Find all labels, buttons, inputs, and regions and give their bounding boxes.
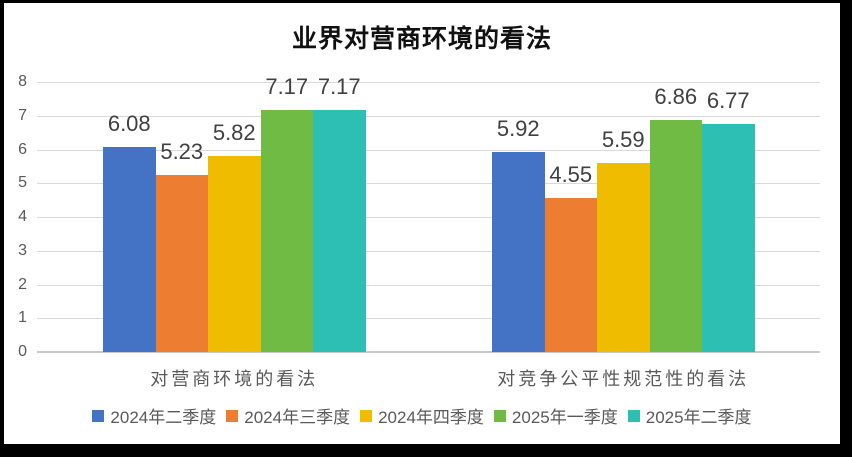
legend-label: 2024年三季度 xyxy=(244,408,351,427)
legend-label: 2025年二季度 xyxy=(645,408,752,427)
y-tick-label-4: 4 xyxy=(18,208,27,225)
chart-title: 业界对营商环境的看法 xyxy=(291,24,552,53)
y-tick-label-2: 2 xyxy=(18,275,27,293)
gridline-0 xyxy=(37,351,820,353)
legend-swatch-icon xyxy=(627,409,640,422)
legend-label: 2024年四季度 xyxy=(378,408,484,427)
gridline-4 xyxy=(37,217,820,218)
gridline-6 xyxy=(37,149,820,151)
gridline-3 xyxy=(37,250,820,252)
legend-swatch-icon xyxy=(493,409,506,422)
gridline-2 xyxy=(37,284,820,286)
bar-series4-cat1 xyxy=(702,123,755,352)
gridline-8 xyxy=(37,82,820,83)
legend-item-1: 2024年三季度 xyxy=(226,403,350,428)
y-tick-label-7: 7 xyxy=(18,106,27,124)
gridline-1 xyxy=(37,318,820,320)
y-tick-label-6: 6 xyxy=(18,140,27,158)
legend-swatch-icon xyxy=(92,409,105,422)
bar-series2-cat1 xyxy=(597,163,650,352)
y-tick-label-0: 0 xyxy=(18,343,27,360)
y-tick-label-5: 5 xyxy=(18,174,27,192)
legend-swatch-icon xyxy=(226,409,239,422)
bar-data-label: 5.23 xyxy=(160,139,204,165)
gridline-7 xyxy=(37,115,820,117)
bar-series4-cat0 xyxy=(313,110,366,352)
bar-series0-cat1 xyxy=(492,152,545,352)
chart-panel: 业界对营商环境的看法 0 1 2 3 4 5 6 7 8 6.08 5.92 5.23 4.55 5.82… xyxy=(4,3,840,444)
legend-item-0: 2024年二季度 xyxy=(92,403,216,428)
bar-data-label: 6.08 xyxy=(107,110,151,136)
legend-item-3: 2025年一季度 xyxy=(493,403,618,428)
category-label-0: 对营商环境的看法 xyxy=(150,369,319,389)
bar-series2-cat0 xyxy=(208,155,261,352)
plot-area: 0 1 2 3 4 5 6 7 8 6.08 5.92 5.23 4.55 5.82 5.59 7.17 6.8… xyxy=(4,3,840,444)
bar-data-label: 6.86 xyxy=(654,84,698,110)
bar-series0-cat0 xyxy=(103,146,156,352)
bar-data-label: 5.92 xyxy=(496,116,540,142)
legend: 2024年二季度 2024年三季度 2024年四季度 2025年一季度 2025年二季度 xyxy=(4,403,840,428)
y-tick-label-1: 1 xyxy=(18,309,27,327)
bar-data-label: 7.17 xyxy=(317,74,361,99)
legend-label: 2025年一季度 xyxy=(511,408,618,427)
legend-item-2: 2024年四季度 xyxy=(360,403,484,428)
category-label-1: 对竞争公平性规范性的看法 xyxy=(497,369,750,389)
legend-item-4: 2025年二季度 xyxy=(627,403,752,428)
bar-series1-cat0 xyxy=(155,175,208,352)
bar-data-label: 4.55 xyxy=(549,162,593,188)
bar-series3-cat0 xyxy=(260,110,313,352)
bar-data-label: 7.17 xyxy=(265,74,309,99)
bar-series3-cat1 xyxy=(649,120,702,352)
bar-data-label: 5.59 xyxy=(601,127,645,153)
gridline-5 xyxy=(37,183,820,185)
legend-label: 2024年二季度 xyxy=(110,408,217,427)
bar-series1-cat1 xyxy=(544,198,597,352)
legend-swatch-icon xyxy=(360,409,373,422)
bar-data-label: 6.77 xyxy=(706,87,750,113)
y-tick-label-3: 3 xyxy=(18,241,27,259)
bar-data-label: 5.82 xyxy=(212,119,256,145)
y-tick-label-8: 8 xyxy=(18,73,27,90)
